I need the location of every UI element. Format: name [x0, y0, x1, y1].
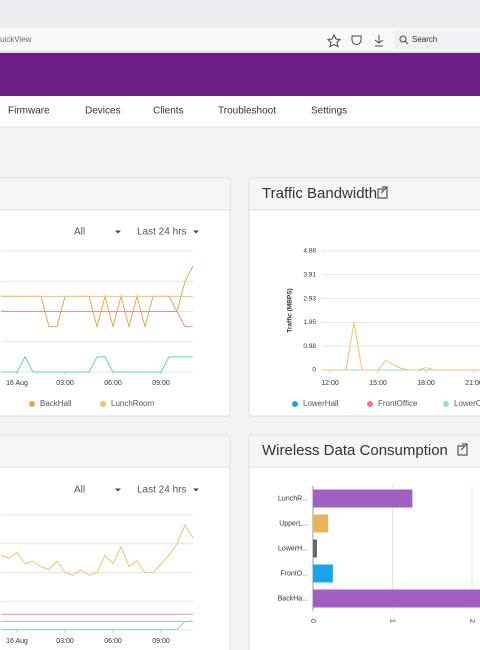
x-tick-label: 03:00	[56, 638, 74, 645]
x-tick-label: 0	[309, 619, 316, 623]
bar	[313, 564, 333, 583]
x-tick-label: 09:00	[152, 380, 170, 387]
card-title: Traffic Bandwidth	[262, 185, 377, 202]
x-tick-label: 06:00	[104, 638, 122, 645]
nav-item[interactable]: Troubleshoot	[218, 106, 276, 117]
caret	[115, 488, 121, 492]
chart	[0, 514, 194, 633]
x-tick-label: 1	[389, 619, 396, 623]
x-tick-label: 16 Aug	[6, 638, 28, 645]
bar	[313, 489, 413, 508]
bar	[313, 539, 317, 558]
filter-dropdown[interactable]: All	[74, 227, 85, 238]
y-tick-label: 3.91	[303, 271, 316, 278]
search-placeholder: Search	[412, 35, 437, 44]
y-tick-label: 0.98	[303, 343, 316, 350]
legend-marker	[443, 401, 449, 407]
y-tick-label: 0	[312, 367, 316, 374]
x-tick-label: 21:00	[465, 380, 480, 387]
category-label: BackHa...	[278, 595, 308, 602]
nav-item[interactable]: Settings	[311, 106, 347, 117]
x-tick-label: 03:00	[56, 380, 74, 387]
app-header	[0, 53, 480, 96]
series-line	[1, 620, 193, 630]
legend-marker	[367, 401, 373, 407]
card	[248, 177, 480, 417]
search-box[interactable]	[394, 31, 480, 49]
y-tick-label: 1.95	[303, 319, 316, 326]
legend-label: LowerC	[454, 399, 480, 408]
filter-dropdown[interactable]: Last 24 hrs	[137, 227, 186, 238]
bar	[313, 589, 480, 608]
x-tick-label: 09:00	[152, 638, 170, 645]
tab-bar	[0, 0, 480, 28]
nav-item[interactable]: Firmware	[8, 106, 50, 117]
series-line	[0, 523, 194, 576]
y-tick-label: 4.88	[303, 248, 316, 255]
caret	[193, 230, 199, 234]
bar	[313, 514, 329, 533]
nav-item[interactable]: Devices	[85, 106, 121, 117]
series-line	[1, 355, 193, 373]
url[interactable]: uickView	[0, 35, 32, 44]
x-tick-label: 12:00	[321, 380, 339, 387]
card-title: Wireless Data Consumption	[262, 442, 448, 459]
x-tick-label: 15:00	[369, 380, 387, 387]
category-label: LowerH...	[278, 545, 308, 552]
series-line	[1, 311, 193, 328]
series-line	[322, 322, 480, 371]
nav-item[interactable]: Clients	[153, 106, 184, 117]
legend-marker	[100, 401, 106, 407]
legend-label: FrontOffice	[378, 399, 418, 408]
chart	[1, 250, 194, 375]
category-label: UpperL...	[279, 520, 308, 527]
caret	[115, 230, 121, 234]
y-tick-label: 2.93	[303, 295, 316, 302]
star-icon[interactable]	[326, 33, 342, 48]
caret	[193, 488, 199, 492]
chart	[312, 486, 480, 611]
y-axis-label: Traffic (MBPS)	[287, 288, 294, 332]
card	[0, 434, 231, 650]
legend-marker	[29, 401, 35, 407]
legend-marker	[292, 401, 298, 407]
nav-bar	[0, 96, 480, 127]
pocket-icon[interactable]	[351, 35, 362, 45]
legend-label: LowerHall	[303, 399, 339, 408]
chart	[322, 250, 480, 373]
category-label: LunchR...	[278, 495, 308, 502]
x-tick-label: 2	[468, 619, 475, 623]
external-link-icon[interactable]	[377, 186, 468, 456]
filter-dropdown[interactable]: All	[74, 485, 85, 496]
category-label: FrontO...	[280, 570, 308, 577]
x-tick-label: 16 Aug	[6, 380, 28, 387]
legend-label: BackHall	[40, 399, 72, 408]
x-tick-label: 06:00	[104, 380, 122, 387]
legend-label: LunchRoom	[111, 399, 154, 408]
x-tick-label: 18:00	[417, 380, 435, 387]
filter-dropdown[interactable]: Last 24 hrs	[137, 485, 186, 496]
download-icon[interactable]	[374, 35, 384, 47]
